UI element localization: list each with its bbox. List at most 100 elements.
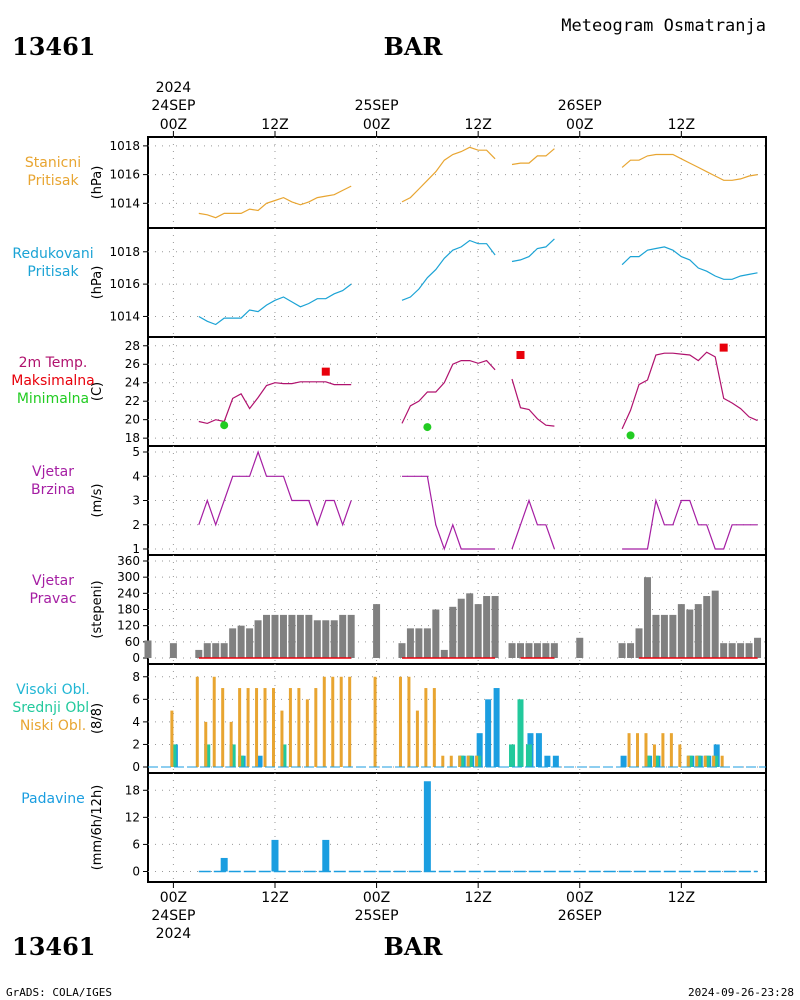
credit-text: GrADS: COLA/IGES [6,986,112,999]
cloud-bar-2 [661,733,665,767]
direction-bar [305,614,313,658]
cloud-bar-2 [720,755,724,767]
y-tick-label: 3 [132,494,140,508]
x-date-label: 24SEP [151,908,195,924]
panel-label: Pritisak [27,173,79,189]
panel-unit-label: (hPa) [90,266,105,300]
temp-series-line [511,378,555,427]
panel-unit-label: (8/8) [90,703,105,734]
direction-bar [415,628,423,658]
direction-bar [660,614,668,658]
max-temp-marker [321,367,330,376]
panel-label: Padavine [21,791,85,807]
direction-bar [330,620,338,658]
cloud-bar-1 [517,699,524,767]
x-tick-label: 12Z [261,890,288,906]
cloud-bar-2 [246,688,250,767]
direction-bar [533,643,541,658]
cloud-bar-2 [221,688,225,767]
direction-bar [313,620,321,658]
direction-bar [279,614,287,658]
page-title: Meteogram Osmatranja [561,16,766,36]
x-tick-label: 00Z [566,117,593,133]
panel-frame [147,136,767,229]
y-tick-label: 300 [117,570,140,584]
y-tick-label: 22 [125,394,140,408]
direction-bar [440,649,448,658]
cloud-bar-2 [678,744,682,767]
cloud-bar-2 [398,676,402,767]
y-tick-label: 18 [125,431,140,445]
panel-unit-label: (mm/6h/12h) [90,785,105,871]
direction-bar [449,606,457,658]
y-tick-label: 1018 [109,139,140,153]
y-tick-label: 0 [132,651,140,665]
y-tick-label: 60 [125,635,140,649]
y-tick-label: 0 [132,864,140,878]
direction-bar [711,590,719,658]
direction-bar [406,628,414,658]
direction-bar [322,620,330,658]
direction-bar [686,609,694,658]
cloud-bar-2 [449,755,453,767]
direction-bar [144,640,152,658]
direction-bar [728,643,736,658]
direction-bar [491,596,499,658]
header: 13461 BAR Meteogram Osmatranja [12,16,766,61]
y-tick-label: 0 [132,760,140,774]
temp-series-line [198,381,352,425]
x-tick-label: 00Z [363,117,390,133]
brzina-series-line [622,498,758,550]
cloud-bar-0 [476,733,483,767]
x-tick-label: 00Z [363,890,390,906]
cloud-bar-2 [669,733,673,767]
cloud-bar-2 [441,755,445,767]
x-year-label: 2024 [156,80,192,96]
x-tick-label: 12Z [668,117,695,133]
panel-label: Vjetar [32,464,74,480]
redukovani-series-line [401,239,496,301]
cloud-bar-0 [620,755,627,767]
cloud-bar-2 [652,744,656,767]
stanicni-series-line [511,148,555,166]
x-year-label: 2024 [156,926,192,942]
panel-brzina: Vjetar Brzina (m/s) 1 2 3 4 5 [31,445,767,556]
panel-label: 2m Temp. [19,355,88,371]
cloud-bar-0 [544,755,551,767]
y-tick-label: 240 [117,586,140,600]
x-tick-label: 12Z [464,890,491,906]
cloud-bar-2 [305,699,309,767]
y-tick-label: 18 [125,783,140,797]
direction-bar [423,628,431,658]
y-tick-label: 28 [125,339,140,353]
y-tick-label: 1016 [109,168,140,182]
temp-series-line [621,351,758,430]
cloud-bar-2 [331,676,335,767]
x-tick-label: 00Z [566,890,593,906]
cloud-bar-2 [314,688,318,767]
min-temp-marker [220,421,229,430]
y-tick-label: 1014 [109,309,140,323]
cloud-bar-2 [339,676,343,767]
direction-bar [720,643,728,658]
cloud-bar-2 [415,710,419,767]
cloud-bar-2 [263,688,267,767]
cloud-bar-2 [195,676,199,767]
x-tick-label: 12Z [464,117,491,133]
y-tick-label: 20 [125,413,140,427]
y-tick-label: 4 [132,715,140,729]
direction-bar [203,643,211,658]
panel-label: Brzina [31,482,75,498]
direction-bar [373,604,381,658]
x-date-label: 26SEP [558,98,602,114]
redukovani-series-line [621,246,758,280]
cloud-bar-2 [627,733,631,767]
cloud-bar-2 [458,755,462,767]
station-name-bottom: BAR [384,932,444,961]
cloud-bar-0 [256,755,263,767]
direction-bar [457,598,465,658]
brzina-series-line [402,475,496,551]
y-tick-label: 2 [132,737,140,751]
cloud-bar-1 [525,744,532,767]
precip-bar [271,839,279,872]
